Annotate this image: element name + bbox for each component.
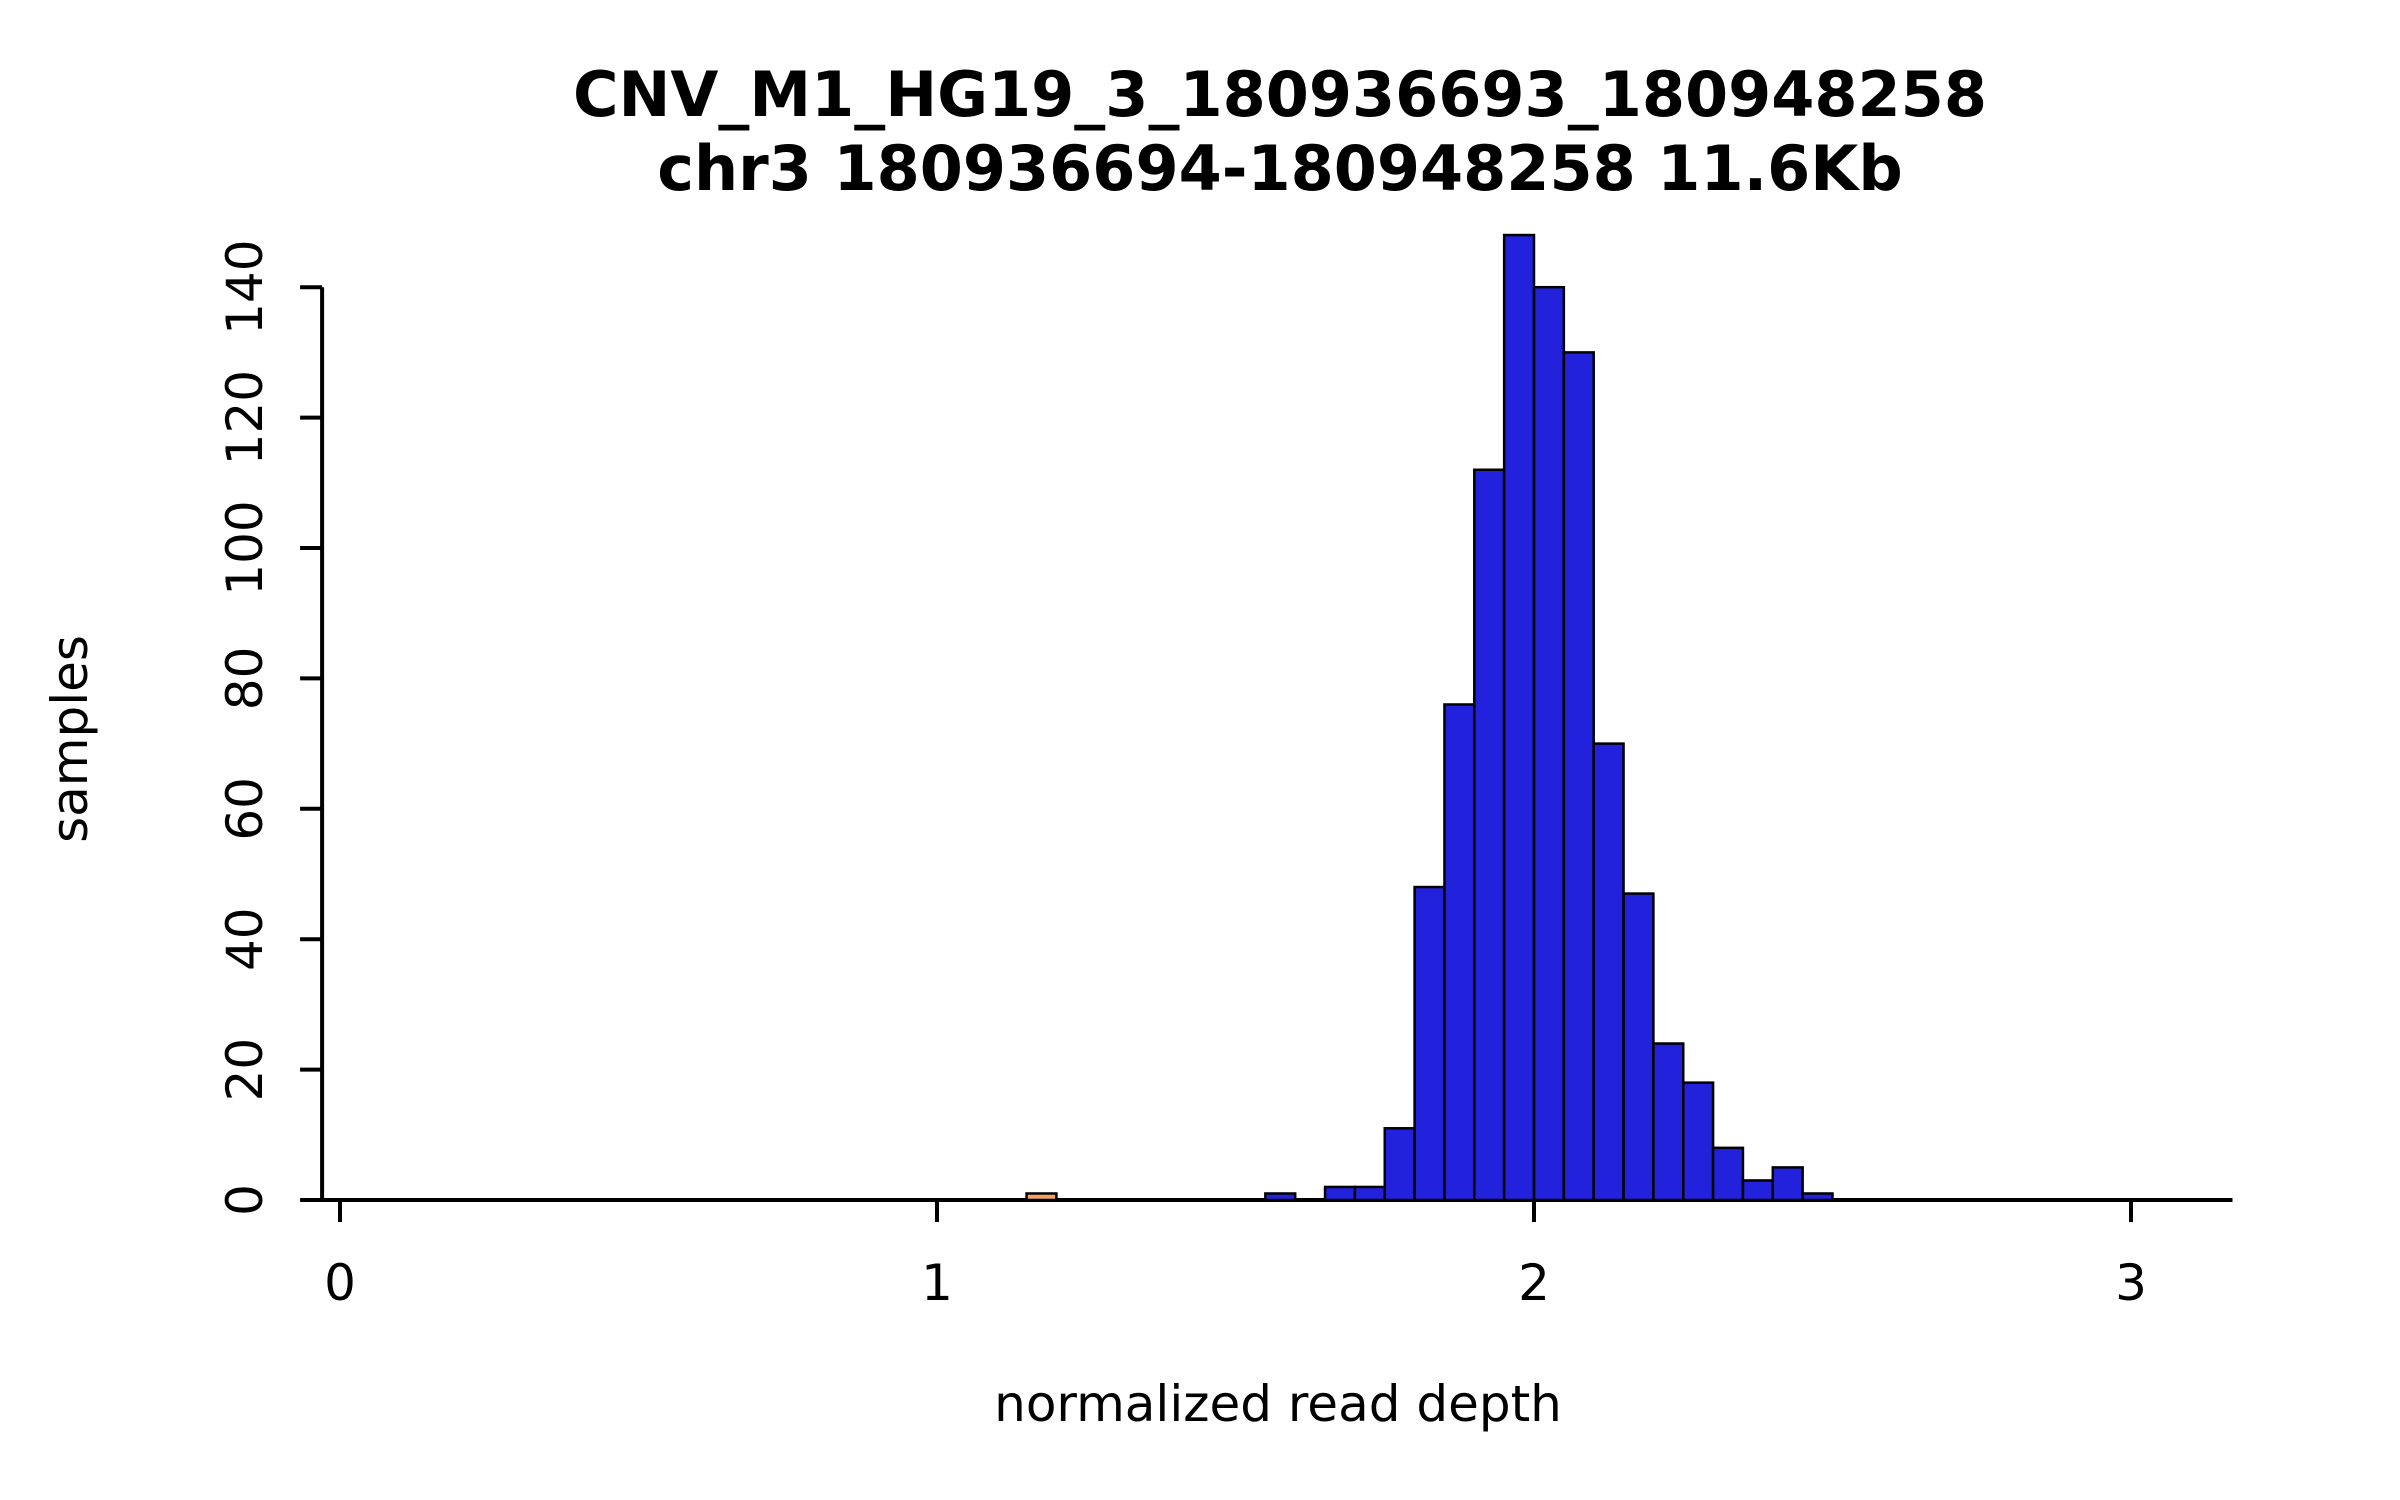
histogram-bar	[1323, 1185, 1357, 1202]
x-tick-label: 1	[921, 1254, 953, 1312]
histogram-bar	[1592, 742, 1625, 1202]
y-tick-label: 100	[216, 500, 274, 595]
chart-subtitle: chr3 180936694-180948258 11.6Kb	[657, 132, 1903, 205]
x-tick-label: 3	[2115, 1254, 2147, 1312]
y-tick-label: 120	[216, 370, 274, 465]
histogram-bar	[1562, 351, 1595, 1202]
histogram-bar	[1502, 233, 1536, 1202]
histogram-bar	[1741, 1179, 1775, 1202]
y-tick-label: 40	[216, 907, 274, 971]
histogram-bar	[1711, 1146, 1745, 1202]
y-tick-label: 0	[216, 1184, 274, 1216]
x-tick-label: 2	[1518, 1254, 1550, 1312]
x-axis-label: normalized read depth	[994, 1375, 1562, 1433]
chart-title: CNV_M1_HG19_3_180936693_180948258	[573, 58, 1987, 131]
x-tick-label: 0	[324, 1254, 356, 1312]
histogram-bar	[1682, 1081, 1715, 1202]
y-tick-label: 140	[216, 239, 274, 334]
histogram-bar	[1622, 892, 1655, 1202]
histogram-bar	[1532, 285, 1566, 1202]
histogram-bar	[1801, 1192, 1834, 1202]
histogram-bar	[1443, 703, 1476, 1202]
histogram-bar	[1413, 885, 1446, 1202]
histogram-bar	[1652, 1042, 1685, 1202]
histogram-bar	[1473, 468, 1506, 1202]
histogram-bar	[1025, 1192, 1058, 1202]
histogram-bar	[1771, 1166, 1804, 1202]
histogram-bar	[1264, 1192, 1297, 1202]
y-tick-label: 20	[216, 1038, 274, 1102]
histogram-bar	[1383, 1127, 1416, 1202]
y-tick-label: 60	[216, 777, 274, 841]
histogram-bar	[1353, 1185, 1387, 1202]
y-tick-label: 80	[216, 647, 274, 711]
